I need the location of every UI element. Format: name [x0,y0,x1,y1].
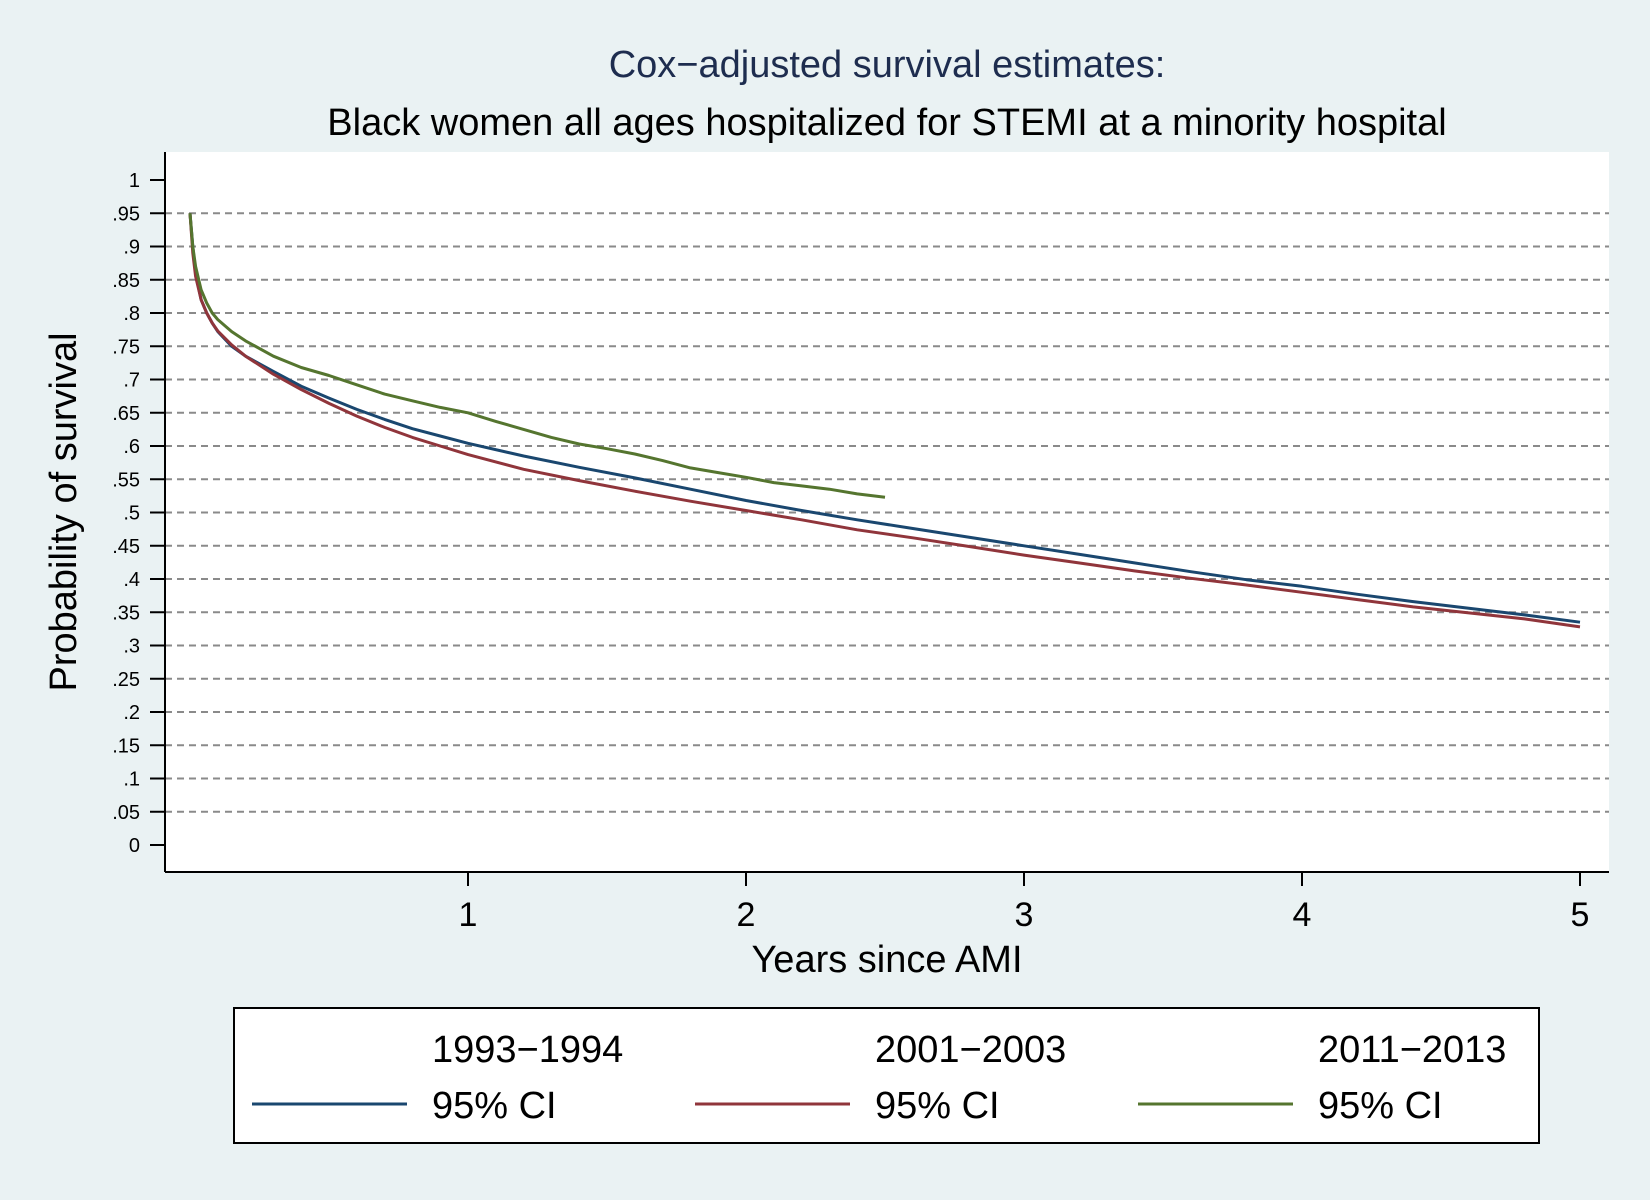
y-tick-label: .7 [123,370,140,392]
y-tick-label: .35 [112,602,140,624]
y-tick-label: .1 [123,769,140,791]
x-tick-label: 4 [1293,896,1312,934]
x-tick-label: 2 [737,896,756,934]
y-tick-label: .5 [123,503,140,525]
legend: 1993−1994 95% CI 2001−2003 95% CI 2011−2013 9… [233,1007,1540,1144]
legend-ci-label: 95% CI [1318,1085,1443,1127]
chart-subtitle: Black women all ages hospitalized for ST… [327,102,1446,144]
legend-box [233,1007,1540,1144]
series-line-3 [188,213,886,499]
gridlines [165,212,1609,813]
x-tick-label: 5 [1571,896,1590,934]
x-tick-label: 3 [1015,896,1034,934]
legend-series-name: 1993−1994 [432,1029,623,1071]
y-tick-label: .8 [123,303,140,325]
y-tick-label: .75 [112,336,140,358]
y-tick-label: .05 [112,802,140,824]
y-tick-label: 0 [129,835,140,857]
y-tick-label: .85 [112,270,140,292]
y-tick-label: .65 [112,403,140,425]
y-tick-label: 1 [129,170,140,192]
y-ticks: 0 .05 .1 .15 .2 .25 .3 .35 .4 .45 .5 .55 .6 .65 .7 .75.… [112,170,165,857]
x-axis-label: Years since AMI [751,939,1022,981]
legend-series-name: 2001−2003 [875,1029,1066,1071]
y-axis-label: Probability of survival [43,332,85,691]
series-lines [188,213,1581,629]
y-tick-label: .95 [112,203,140,225]
y-tick-label: .9 [123,237,140,259]
y-tick-label: .3 [123,636,140,658]
y-tick-label: .4 [123,569,140,591]
x-ticks: 1 2 3 4 5 [459,872,1590,934]
y-tick-label: .2 [123,702,140,724]
y-tick-label: .25 [112,669,140,691]
y-tick-label: .15 [112,735,140,757]
y-tick-label: .45 [112,536,140,558]
chart-title: Cox−adjusted survival estimates: [609,44,1166,86]
legend-series-name: 2011−2013 [1318,1029,1506,1071]
series-line-2 [188,213,1581,629]
legend-ci-label: 95% CI [875,1085,1000,1127]
x-tick-label: 1 [459,896,478,934]
y-tick-label: .6 [123,436,140,458]
legend-ci-label: 95% CI [432,1085,557,1127]
y-tick-label: .55 [112,469,140,491]
